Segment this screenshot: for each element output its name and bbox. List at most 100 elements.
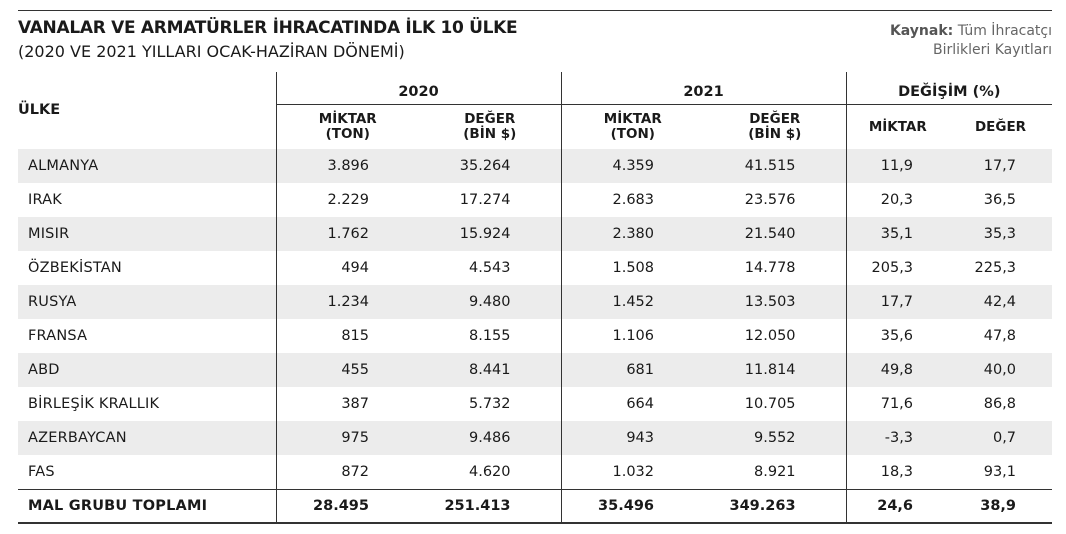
source-line-1: Tüm İhracatçı <box>957 23 1052 39</box>
value-cell-cd: 35,3 <box>949 217 1053 251</box>
page-title: VANALAR VE ARMATÜRLER İHRACATINDA İLK 10… <box>18 18 518 38</box>
export-table: ÜLKE 2020 2021 DEĞİŞİM (%) MİKTAR (TON) D… <box>18 72 1053 524</box>
header-change-miktar: MİKTAR <box>845 104 950 149</box>
value-cell-m2020: 494 <box>275 251 419 285</box>
country-cell: ÖZBEKİSTAN <box>28 260 122 276</box>
value-cell-d2021: 21.540 <box>704 217 847 251</box>
value-cell-m2021: 1.032 <box>560 455 705 489</box>
value-cell-cm: 35,1 <box>845 217 950 251</box>
source-line-2: Birlikleri Kayıtları <box>932 42 1052 58</box>
value-cell-cd: 93,1 <box>983 463 1017 480</box>
top-rule <box>18 10 1052 11</box>
value-cell-d2021: 10.705 <box>744 396 796 412</box>
value-cell-m2021: 1.452 <box>560 285 705 319</box>
table-row: ÖZBEKİSTAN 494 4.543 1.508 14.778 205,3 225,3 <box>18 251 1052 285</box>
value-cell-d2020: 4.620 <box>469 463 511 480</box>
country-cell: IRAK <box>28 192 62 208</box>
value-cell-m2021: 1.508 <box>560 251 705 285</box>
value-cell-cd: 47,8 <box>983 328 1017 344</box>
value-cell-d2020: 8.155 <box>469 328 511 344</box>
value-cell-cd: 17,7 <box>949 149 1053 183</box>
value-cell-d2021: 349.263 <box>704 488 847 524</box>
value-cell-d2021: 14.778 <box>744 260 796 276</box>
value-cell-d2020: 5.732 <box>469 396 511 412</box>
table-row: FAS 872 4.620 1.032 8.921 18,3 93,1 <box>18 455 1052 489</box>
value-cell-d2020: 9.480 <box>419 285 562 319</box>
header-change-deger: DEĞER <box>974 118 1027 135</box>
value-cell-cm: 18,3 <box>845 455 950 489</box>
value-cell-m2021: 2.683 <box>560 183 705 217</box>
value-cell-d2021: 11.814 <box>704 353 847 387</box>
value-cell-d2020: 15.924 <box>419 217 562 251</box>
value-cell-m2020: 28.495 <box>275 488 419 524</box>
value-cell-d2020: 9.486 <box>419 421 562 455</box>
value-cell-cd: 38,9 <box>949 488 1053 524</box>
value-cell-d2020: 4.543 <box>469 260 511 276</box>
value-cell-m2021: 681 <box>560 353 705 387</box>
value-cell-m2020: 1.762 <box>275 217 419 251</box>
value-cell-cm: 20,3 <box>845 183 950 217</box>
source-note: Kaynak: Tüm İhracatçı Birlikleri Kayıtla… <box>890 22 1052 60</box>
value-cell-d2020: 35.264 <box>419 149 562 183</box>
country-cell: MISIR <box>18 217 276 251</box>
value-cell-m2021: 4.359 <box>560 149 705 183</box>
value-cell-m2021: 2.380 <box>560 217 705 251</box>
group-header-2021: 2021 <box>560 72 847 105</box>
source-label: Kaynak: <box>889 23 954 39</box>
value-cell-d2021: 13.503 <box>704 285 847 319</box>
value-cell-cm: 17,7 <box>845 285 950 319</box>
group-header-2020: 2020 <box>275 72 562 105</box>
value-cell-cm: 35,6 <box>845 319 950 353</box>
value-cell-cm: -3,3 <box>845 421 950 455</box>
table-row: MISIR 1.762 15.924 2.380 21.540 35,1 35,3 <box>18 217 1053 251</box>
table-row: FRANSA 815 8.155 1.106 12.050 35,6 47,8 <box>18 319 1052 353</box>
table-row: AZERBAYCAN 975 9.486 943 9.552 -3,3 0,7 <box>18 421 1053 455</box>
total-row: MAL GRUBU TOPLAMI 28.495 251.413 35.496 349.… <box>18 488 1053 524</box>
value-cell-d2020: 251.413 <box>419 488 562 524</box>
value-cell-cm: 71,6 <box>845 387 950 421</box>
table-row: RUSYA 1.234 9.480 1.452 13.503 17,7 42,4 <box>18 285 1053 319</box>
country-cell: FRANSA <box>28 328 88 344</box>
value-cell-d2020: 8.441 <box>419 353 562 387</box>
header-miktar-2020: MİKTAR (TON) <box>275 104 419 149</box>
value-cell-m2020: 815 <box>275 319 419 353</box>
value-cell-m2021: 35.496 <box>560 488 705 524</box>
table-header: ÜLKE 2020 2021 DEĞİŞİM (%) MİKTAR (TON) D… <box>18 72 1053 149</box>
value-cell-cd: 42,4 <box>949 285 1053 319</box>
value-cell-d2021: 23.576 <box>744 192 796 208</box>
header-deger-2020: DEĞER (BİN $) <box>463 111 517 142</box>
table-row: BİRLEŞİK KRALLIK 387 5.732 664 10.705 71,6 86,… <box>18 387 1052 421</box>
value-cell-m2020: 975 <box>275 421 419 455</box>
value-cell-d2021: 9.552 <box>704 421 847 455</box>
country-cell: FAS <box>28 463 55 480</box>
country-cell: ALMANYA <box>18 149 276 183</box>
value-cell-m2020: 2.229 <box>275 183 419 217</box>
value-cell-cd: 0,7 <box>949 421 1053 455</box>
value-cell-cd: 40,0 <box>949 353 1053 387</box>
value-cell-m2021: 664 <box>560 387 705 421</box>
value-cell-d2021: 41.515 <box>704 149 847 183</box>
value-cell-cm: 11,9 <box>845 149 950 183</box>
header-miktar-2021: MİKTAR (TON) <box>560 104 705 149</box>
country-cell: MAL GRUBU TOPLAMI <box>18 488 276 524</box>
value-cell-m2020: 1.234 <box>275 285 419 319</box>
value-cell-cd: 225,3 <box>974 260 1017 276</box>
value-cell-m2021: 943 <box>560 421 705 455</box>
country-cell: RUSYA <box>18 285 276 319</box>
table-body: ALMANYA 3.896 35.264 4.359 41.515 11,9 17,7 IRA… <box>18 149 1053 524</box>
value-cell-cm: 205,3 <box>845 251 950 285</box>
value-cell-m2020: 387 <box>275 387 419 421</box>
header-deger-2021: DEĞER (BİN $) <box>748 111 802 142</box>
table-row: ABD 455 8.441 681 11.814 49,8 40,0 <box>18 353 1053 387</box>
page-subtitle: (2020 VE 2021 YILLARI OCAK-HAZİRAN DÖNEM… <box>18 42 405 61</box>
country-cell: BİRLEŞİK KRALLIK <box>28 396 160 412</box>
value-cell-cm: 49,8 <box>845 353 950 387</box>
table-row: IRAK 2.229 17.274 2.683 23.576 20,3 36,5 <box>18 183 1052 217</box>
country-cell: ABD <box>18 353 276 387</box>
value-cell-d2021: 8.921 <box>754 463 796 480</box>
value-cell-cd: 36,5 <box>983 192 1017 208</box>
group-header-change: DEĞİŞİM (%) <box>845 72 1053 105</box>
country-column-header: ÜLKE <box>18 102 61 118</box>
table-row: ALMANYA 3.896 35.264 4.359 41.515 11,9 17,7 <box>18 149 1053 183</box>
value-cell-m2020: 3.896 <box>275 149 419 183</box>
